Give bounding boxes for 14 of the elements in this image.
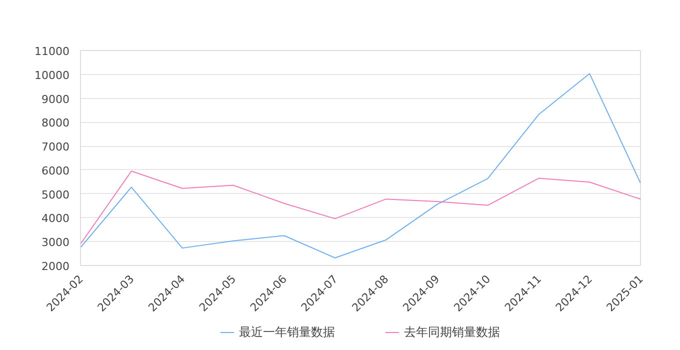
y-tick-label: 2000 <box>42 260 70 273</box>
y-tick-label: 3000 <box>42 236 70 250</box>
y-tick-label: 7000 <box>42 140 70 154</box>
y-tick-label: 6000 <box>42 164 70 178</box>
legend-label: 最近一年销量数据 <box>239 324 335 340</box>
line-series <box>80 170 640 244</box>
y-tick-label: 4000 <box>42 212 70 226</box>
y-tick-label: 10000 <box>34 68 70 82</box>
y-tick-label: 9000 <box>42 92 70 106</box>
y-tick-label: 11000 <box>34 45 70 58</box>
line-series <box>80 73 640 258</box>
y-tick-label: 5000 <box>42 188 70 202</box>
y-tick-label: 8000 <box>42 116 70 130</box>
legend-label: 去年同期销量数据 <box>404 324 500 340</box>
